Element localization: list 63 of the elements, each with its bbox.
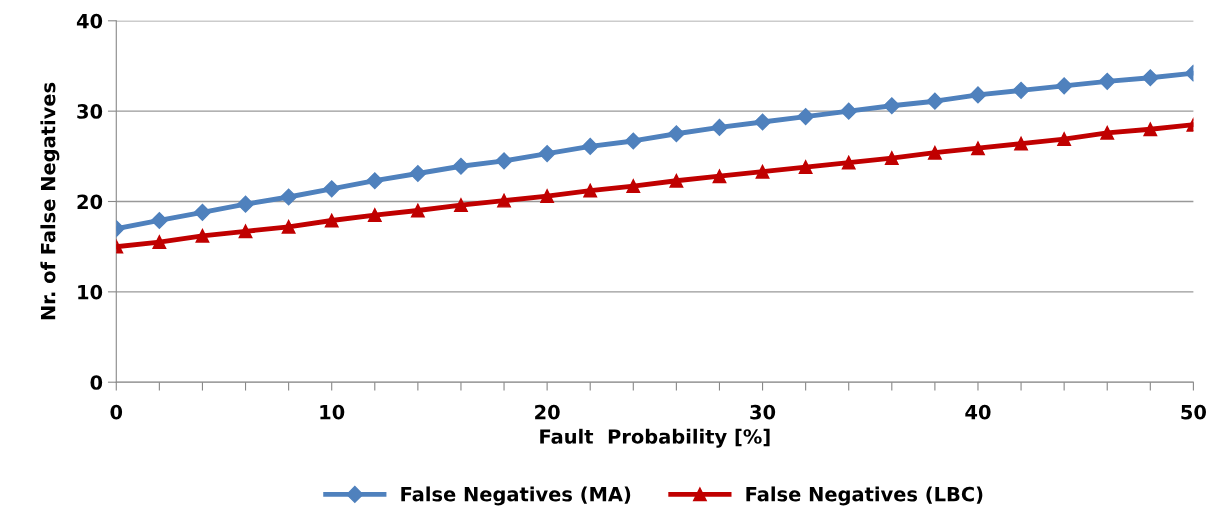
x-tick-label: 30 <box>750 404 776 420</box>
point <box>540 189 555 204</box>
point <box>1141 69 1159 87</box>
point <box>193 203 212 221</box>
x-tick-label: 10 <box>320 404 345 420</box>
point <box>1012 81 1030 99</box>
point <box>712 169 727 184</box>
point <box>971 141 985 156</box>
point <box>538 145 556 163</box>
point <box>798 160 813 175</box>
point <box>452 157 470 175</box>
point <box>1057 132 1072 147</box>
point <box>581 137 599 155</box>
point <box>238 224 253 239</box>
legend-label: False Negatives (MA) <box>401 486 631 506</box>
point <box>366 172 384 190</box>
x-tick-label: 50 <box>1181 404 1206 420</box>
point <box>755 164 770 179</box>
y-axis-title: Nr. of False Negatives <box>40 82 60 320</box>
point <box>626 179 641 194</box>
y-tick-label: 20 <box>77 194 103 210</box>
point <box>797 108 815 126</box>
point <box>497 193 511 208</box>
point <box>1055 77 1073 95</box>
y-tick-label: 10 <box>78 284 103 300</box>
point <box>710 118 729 136</box>
x-tick-label: 40 <box>965 404 991 420</box>
point <box>884 151 899 166</box>
point <box>1100 125 1115 140</box>
point <box>367 208 382 222</box>
point <box>583 183 598 198</box>
point <box>669 173 684 188</box>
point <box>454 198 468 213</box>
legend-label: False Negatives (LBC) <box>746 486 983 506</box>
point <box>236 195 255 213</box>
y-tick-label: 30 <box>77 104 103 119</box>
x-tick-label: 20 <box>535 404 560 420</box>
point <box>926 92 944 110</box>
y-tick-label: 40 <box>76 13 103 29</box>
point <box>1143 122 1158 137</box>
point <box>927 145 942 160</box>
point <box>410 203 425 218</box>
point <box>495 152 513 170</box>
point <box>195 228 210 243</box>
y-tick-label: 0 <box>90 375 103 390</box>
point <box>324 213 339 228</box>
point <box>1098 72 1116 90</box>
point <box>150 211 168 230</box>
point <box>409 164 427 183</box>
x-tick-label: 0 <box>110 404 123 420</box>
point <box>883 97 901 115</box>
x-axis-title: Fault Probability [%] <box>540 428 770 448</box>
point <box>152 235 167 250</box>
point <box>323 180 341 198</box>
point <box>624 132 642 150</box>
point <box>281 219 296 234</box>
point <box>840 102 858 120</box>
point <box>280 188 298 206</box>
point <box>667 125 685 143</box>
point <box>753 113 772 131</box>
point <box>1014 136 1029 151</box>
point <box>841 155 856 170</box>
point <box>969 86 987 104</box>
